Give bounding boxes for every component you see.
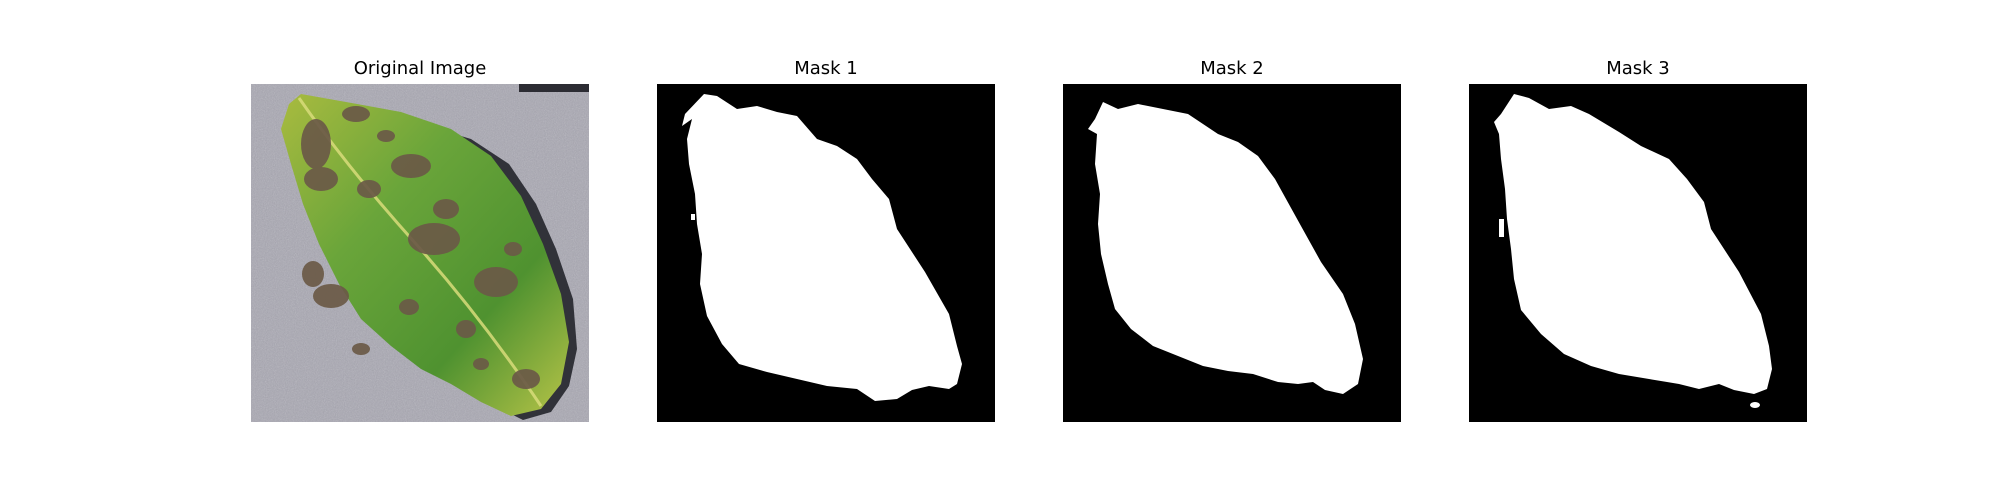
lesion-spot: [456, 320, 476, 338]
lesion-spot: [352, 343, 370, 355]
panel-title-mask-2: Mask 2: [1200, 58, 1264, 79]
mask-2-image: [1063, 84, 1401, 422]
panel-mask-1: Mask 1: [657, 0, 995, 500]
original-leaf-photo: [251, 84, 589, 422]
lesion-spot: [408, 223, 460, 255]
lesion-spot: [377, 130, 395, 142]
mask-leaf-region: [682, 94, 962, 401]
panel-title-mask-3: Mask 3: [1606, 58, 1670, 79]
lesion-spot: [313, 284, 349, 308]
leaf-lesions: [301, 106, 540, 389]
panel-original-image: Original Image: [251, 0, 589, 500]
lesion-spot: [433, 199, 459, 219]
mask-speck: [1750, 402, 1760, 408]
mask-3-image: [1469, 84, 1807, 422]
mask-1-image: [657, 84, 995, 422]
mask-leaf-region: [1494, 94, 1772, 394]
photo-top-dark-strip: [519, 84, 589, 92]
panel-mask-3: Mask 3: [1469, 0, 1807, 500]
lesion-spot: [512, 369, 540, 389]
lesion-spot: [302, 261, 324, 287]
lesion-spot: [357, 180, 381, 198]
lesion-spot: [342, 106, 370, 122]
lesion-spot: [391, 154, 431, 178]
lesion-spot: [304, 167, 338, 191]
lesion-spot: [399, 299, 419, 315]
panel-mask-2: Mask 2: [1063, 0, 1401, 500]
mask-leaf-region: [1088, 102, 1363, 394]
lesion-spot: [504, 242, 522, 256]
panel-title-mask-1: Mask 1: [794, 58, 858, 79]
lesion-spot: [474, 267, 518, 297]
panel-title-original: Original Image: [353, 58, 487, 79]
lesion-spot: [301, 119, 331, 169]
mask-speck: [691, 214, 695, 220]
lesion-spot: [473, 358, 489, 370]
mask-speck: [1499, 219, 1504, 237]
